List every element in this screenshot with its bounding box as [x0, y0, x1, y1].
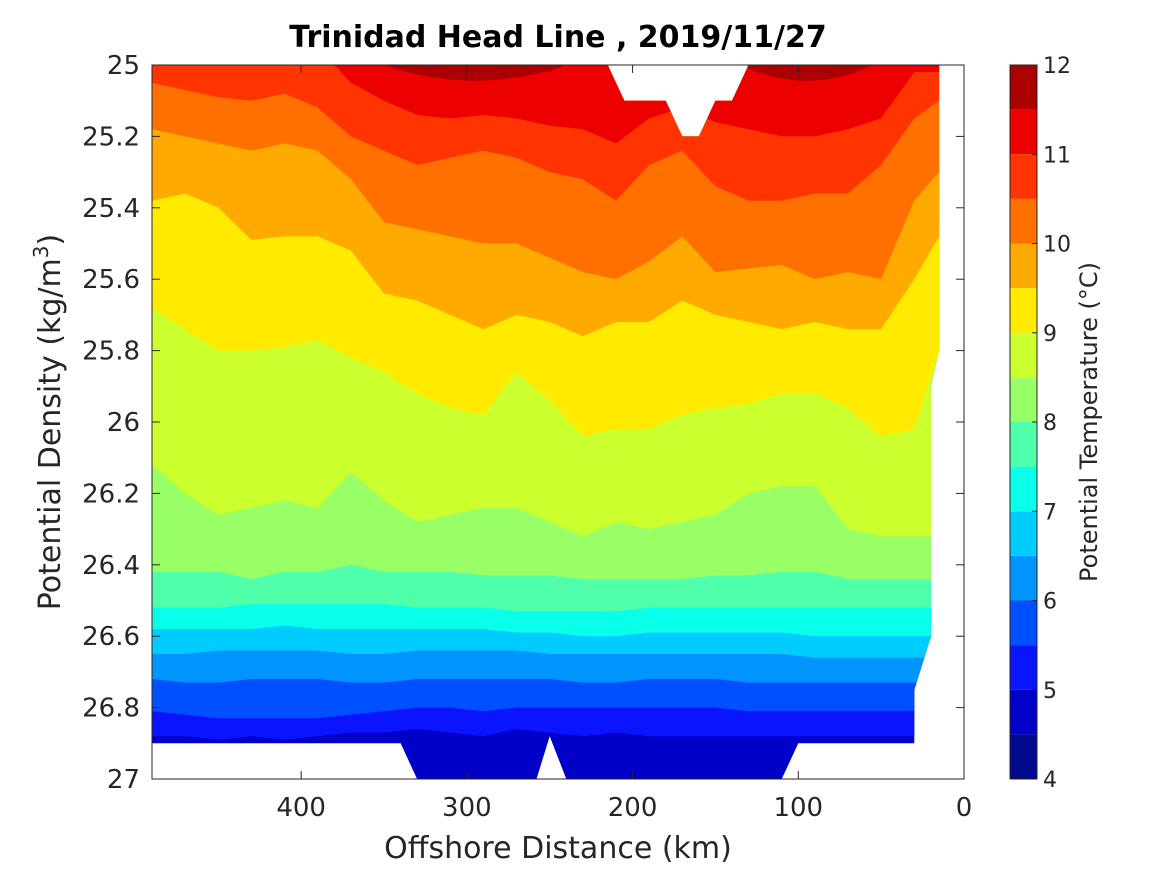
colorbar-label: Potential Temperature (°C) — [1075, 262, 1103, 582]
colorbar-tick-label: 10 — [1043, 233, 1071, 258]
y-tick-label: 26.2 — [82, 479, 140, 509]
colorbar-tick-label: 8 — [1043, 411, 1057, 436]
x-tick-label: 200 — [608, 793, 658, 823]
x-axis-label: Offshore Distance (km) — [384, 831, 732, 866]
y-tick-label: 26 — [107, 408, 140, 438]
colorbar-swatch — [1010, 377, 1037, 422]
y-tick-label: 25.8 — [82, 337, 140, 367]
y-tick-label: 26.6 — [82, 622, 140, 652]
x-tick-label: 300 — [442, 793, 492, 823]
colorbar-swatch — [1010, 734, 1037, 779]
colorbar-swatch — [1010, 689, 1037, 735]
y-axis-label-close: ) — [33, 234, 68, 246]
colorbar-swatch — [1010, 600, 1037, 646]
colorbar-swatch — [1010, 65, 1037, 110]
colorbar-swatch — [1010, 288, 1037, 333]
chart-title: Trinidad Head Line , 2019/11/27 — [289, 20, 826, 55]
colorbar-swatch — [1010, 422, 1037, 467]
colorbar-tick-label: 5 — [1043, 679, 1057, 704]
x-tick-label: 0 — [956, 793, 973, 823]
colorbar-swatch — [1010, 466, 1037, 512]
colorbar-tick-label: 12 — [1043, 54, 1071, 79]
x-axis: 400 300 200 100 0 — [276, 65, 972, 823]
y-tick-label: 25 — [107, 51, 140, 81]
colorbar-swatch — [1010, 154, 1037, 199]
y-axis: 25 25.2 25.4 25.6 25.8 26 26.2 26.4 26.6 26.8 27 — [82, 51, 964, 795]
colorbar-swatch — [1010, 198, 1037, 244]
contour-patch-warm-0 — [384, 65, 567, 81]
y-tick-label: 25.6 — [82, 265, 140, 295]
x-tick-label: 100 — [773, 793, 823, 823]
y-axis-label: Potential Density (kg/m3) — [29, 234, 68, 610]
colorbar: 4 5 6 7 8 9 10 11 12 — [1009, 54, 1071, 793]
colorbar-swatch — [1010, 555, 1037, 601]
y-tick-label: 26.8 — [82, 694, 140, 724]
y-tick-label: 27 — [107, 765, 140, 795]
colorbar-tick-label: 11 — [1043, 143, 1071, 168]
y-axis-label-main: Potential Density (kg/m — [33, 258, 68, 610]
colorbar-swatch — [1010, 109, 1037, 155]
y-tick-label: 25.2 — [82, 122, 140, 152]
colorbar-swatch — [1010, 332, 1037, 378]
colorbar-tick-label: 9 — [1043, 322, 1057, 347]
x-tick-label: 400 — [276, 793, 326, 823]
y-tick-label: 26.4 — [82, 551, 140, 581]
colorbar-swatch — [1010, 645, 1037, 690]
colorbar-tick-label: 7 — [1043, 500, 1057, 525]
colorbar-swatch — [1010, 243, 1037, 289]
y-tick-label: 25.4 — [82, 194, 140, 224]
y-axis-label-superscript: 3 — [29, 245, 53, 258]
colorbar-tick-label: 4 — [1043, 768, 1057, 793]
colorbar-tick-label: 6 — [1043, 590, 1057, 615]
colorbar-swatch — [1010, 511, 1037, 556]
contour-fill-group — [152, 65, 940, 779]
contour-patch-warm-1 — [740, 65, 873, 81]
